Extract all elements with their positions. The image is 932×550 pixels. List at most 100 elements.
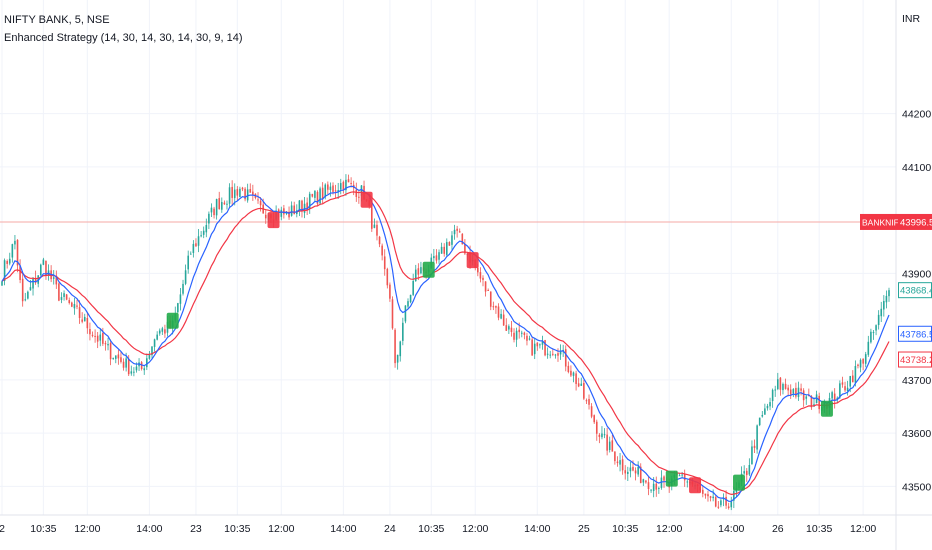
candle-body	[818, 395, 820, 410]
candle-down	[342, 180, 345, 194]
candle-body	[872, 332, 875, 334]
candle-up	[14, 234, 16, 250]
candle-up	[314, 190, 316, 202]
sell-signal-marker	[360, 191, 373, 208]
candle-up	[730, 496, 733, 511]
candle-up	[601, 426, 603, 440]
candle-body	[381, 245, 383, 256]
candle-down	[249, 183, 252, 193]
sell-signal-marker	[689, 477, 702, 494]
candle-body	[585, 400, 588, 402]
candle-down	[495, 305, 497, 314]
candle-body	[239, 188, 241, 198]
candle-body	[595, 421, 598, 434]
candle-down	[707, 490, 709, 502]
candle-up	[883, 295, 885, 317]
x-tick-label: 12:00	[268, 523, 294, 535]
candle-body	[588, 398, 590, 405]
candle-up	[539, 343, 541, 349]
candle-up	[27, 290, 29, 300]
candle-up	[650, 489, 652, 493]
candle-body	[1, 281, 3, 286]
candle-body	[86, 318, 89, 329]
candle-body	[68, 300, 71, 304]
candle-body	[557, 353, 559, 356]
candle-body	[290, 205, 293, 216]
candle-body	[800, 388, 802, 391]
candle-up	[559, 344, 562, 360]
candle-body	[727, 506, 730, 509]
candle-body	[629, 467, 632, 472]
candle-body	[350, 182, 352, 184]
candle-body	[577, 383, 580, 387]
candle-body	[81, 319, 83, 322]
candle-down	[702, 485, 704, 498]
candle-down	[645, 480, 647, 484]
sell-signal-marker	[267, 212, 280, 229]
candle-body	[608, 441, 611, 450]
candle-down	[717, 501, 720, 509]
candle-body	[6, 261, 8, 264]
candle-down	[513, 328, 515, 343]
candle-down	[818, 392, 820, 414]
candle-body	[91, 334, 94, 336]
candle-down	[492, 301, 495, 311]
indicator-title[interactable]: Enhanced Strategy (14, 30, 14, 30, 14, 3…	[4, 32, 243, 44]
candle-body	[805, 396, 808, 399]
candle-body	[125, 358, 127, 368]
candle-body	[789, 389, 792, 395]
candle-body	[877, 314, 880, 326]
candle-body	[396, 354, 399, 363]
candle-body	[448, 242, 451, 246]
candle-down	[76, 299, 78, 310]
candle-down	[456, 225, 458, 238]
x-tick-label: 23	[190, 523, 202, 535]
candle-up	[112, 357, 114, 360]
candle-body	[78, 307, 81, 318]
candle-up	[60, 292, 63, 304]
candle-down	[65, 293, 68, 301]
candle-up	[815, 390, 818, 404]
candle-down	[502, 309, 505, 326]
candle-up	[733, 486, 735, 509]
candle-up	[133, 367, 135, 377]
candle-body	[714, 497, 717, 507]
candle-body	[283, 208, 285, 215]
candle-down	[120, 351, 122, 364]
candle-down	[727, 502, 730, 510]
candle-body	[510, 327, 513, 332]
candle-up	[629, 462, 632, 478]
candle-body	[552, 353, 554, 355]
x-tick-label: 10:35	[224, 523, 250, 535]
candle-down	[647, 476, 650, 496]
candle-up	[805, 394, 808, 405]
candle-down	[417, 263, 420, 281]
candle-body	[252, 191, 254, 196]
candle-body	[658, 487, 660, 489]
candle-body	[288, 212, 290, 218]
candle-body	[883, 301, 885, 310]
candle-body	[319, 188, 321, 204]
candle-down	[784, 378, 787, 390]
candle-down	[378, 235, 381, 248]
candle-down	[482, 275, 484, 287]
candle-down	[611, 434, 614, 452]
grid	[0, 0, 896, 515]
candle-body	[345, 179, 347, 191]
candle-up	[758, 417, 761, 427]
candle-body	[438, 252, 440, 260]
candle-down	[244, 187, 246, 202]
candle-body	[458, 231, 461, 233]
candle-up	[226, 200, 228, 210]
candle-up	[42, 257, 45, 266]
candle-up	[239, 186, 241, 198]
buy-signal-marker	[166, 312, 179, 329]
candle-up	[743, 465, 745, 475]
candle-body	[440, 246, 443, 254]
symbol-title: NIFTY BANK, 5, NSE	[4, 14, 110, 26]
candle-down	[552, 348, 554, 357]
candle-up	[179, 288, 182, 311]
fast-ma-line	[1, 185, 890, 502]
candle-body	[614, 451, 616, 462]
